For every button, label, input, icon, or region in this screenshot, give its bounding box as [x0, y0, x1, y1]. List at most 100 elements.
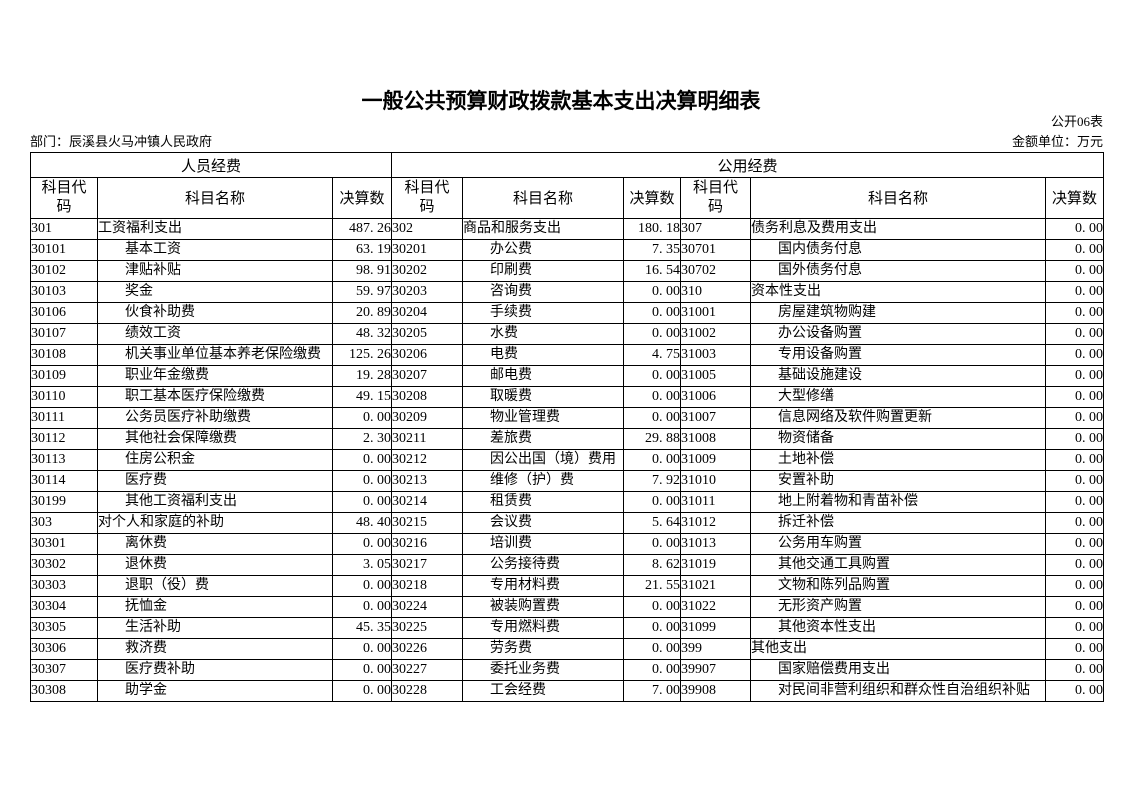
code-cell: 31013 — [680, 532, 752, 555]
value-cell: 21. 55 — [623, 574, 682, 597]
column-header-row: 科目代码 科目名称 决算数 科目代码 科目名称 决算数 科目代码 科目名称 决算… — [30, 177, 1105, 219]
code-cell: 307 — [680, 217, 752, 240]
table-row: 30199 其他工资福利支出 0. 00 30214 租赁费 0. 00 31011 地上附着… — [30, 490, 1105, 513]
name-cell: 离休费 — [97, 532, 333, 555]
value-cell: 0. 00 — [1045, 490, 1105, 513]
name-cell: 专用材料费 — [462, 574, 625, 597]
value-cell: 3. 05 — [331, 553, 393, 576]
code-cell: 31006 — [680, 385, 752, 408]
code-cell: 30224 — [391, 595, 464, 618]
value-cell: 0. 00 — [623, 364, 682, 387]
table-row: 30108 机关事业单位基本养老保险缴费 125. 26 30206 电费 4. 75 31… — [30, 343, 1105, 366]
value-cell: 0. 00 — [623, 658, 682, 681]
name-cell: 委托业务费 — [462, 658, 625, 681]
code-cell: 30218 — [391, 574, 464, 597]
value-cell: 0. 00 — [623, 301, 682, 324]
code-cell: 30208 — [391, 385, 464, 408]
name-cell: 因公出国（境）费用 — [462, 448, 625, 471]
value-cell: 16. 54 — [623, 259, 682, 282]
value-cell: 487. 26 — [331, 217, 393, 240]
col-header-code: 科目代码 — [391, 177, 464, 219]
code-cell: 30199 — [30, 490, 98, 513]
value-cell: 5. 64 — [623, 511, 682, 534]
value-cell: 7. 35 — [623, 238, 682, 261]
value-cell: 0. 00 — [1045, 448, 1105, 471]
code-cell: 31007 — [680, 406, 752, 429]
name-cell: 文物和陈列品购置 — [750, 574, 1047, 597]
name-cell: 土地补偿 — [750, 448, 1047, 471]
code-cell: 30203 — [391, 280, 464, 303]
name-cell: 劳务费 — [462, 637, 625, 660]
code-cell: 30215 — [391, 511, 464, 534]
code-cell: 301 — [30, 217, 98, 240]
code-cell: 30305 — [30, 616, 98, 639]
name-cell: 对个人和家庭的补助 — [97, 511, 333, 534]
code-cell: 30112 — [30, 427, 98, 450]
value-cell: 48. 40 — [331, 511, 393, 534]
value-cell: 0. 00 — [331, 658, 393, 681]
name-cell: 差旅费 — [462, 427, 625, 450]
value-cell: 0. 00 — [623, 385, 682, 408]
table-row: 30103 奖金 59. 97 30203 咨询费 0. 00 310 资本性支出 0. 00 — [30, 280, 1105, 303]
name-cell: 商品和服务支出 — [462, 217, 625, 240]
code-cell: 30206 — [391, 343, 464, 366]
table-row: 30112 其他社会保障缴费 2. 30 30211 差旅费 29. 88 31008 物资储… — [30, 427, 1105, 450]
code-cell: 303 — [30, 511, 98, 534]
value-cell: 0. 00 — [1045, 532, 1105, 555]
col-header-code: 科目代码 — [680, 177, 752, 219]
name-cell: 被装购置费 — [462, 595, 625, 618]
col-header-code-label: 科目代码 — [404, 180, 450, 215]
value-cell: 0. 00 — [331, 574, 393, 597]
table-row: 30307 医疗费补助 0. 00 30227 委托业务费 0. 00 39907 国家赔偿费… — [30, 658, 1105, 681]
value-cell: 0. 00 — [1045, 364, 1105, 387]
code-cell: 30114 — [30, 469, 98, 492]
code-cell: 31022 — [680, 595, 752, 618]
table-row: 30101 基本工资 63. 19 30201 办公费 7. 35 30701 国内债务付息 0… — [30, 238, 1105, 261]
code-cell: 31010 — [680, 469, 752, 492]
code-cell: 30226 — [391, 637, 464, 660]
value-cell: 0. 00 — [331, 679, 393, 702]
name-cell: 国外债务付息 — [750, 259, 1047, 282]
amount-unit-label: 金额单位：万元 — [1011, 134, 1103, 149]
code-cell: 30205 — [391, 322, 464, 345]
name-cell: 手续费 — [462, 301, 625, 324]
name-cell: 其他社会保障缴费 — [97, 427, 333, 450]
name-cell: 会议费 — [462, 511, 625, 534]
code-cell: 30101 — [30, 238, 98, 261]
value-cell: 49. 15 — [331, 385, 393, 408]
name-cell: 住房公积金 — [97, 448, 333, 471]
value-cell: 2. 30 — [331, 427, 393, 450]
code-cell: 30225 — [391, 616, 464, 639]
code-cell: 302 — [391, 217, 464, 240]
value-cell: 125. 26 — [331, 343, 393, 366]
name-cell: 其他交通工具购置 — [750, 553, 1047, 576]
group-header-row: 人员经费 公用经费 — [29, 152, 1105, 178]
code-cell: 30113 — [30, 448, 98, 471]
code-cell: 31099 — [680, 616, 752, 639]
code-cell: 30211 — [391, 427, 464, 450]
name-cell: 印刷费 — [462, 259, 625, 282]
value-cell: 0. 00 — [623, 595, 682, 618]
code-cell: 31003 — [680, 343, 752, 366]
name-cell: 公务用车购置 — [750, 532, 1047, 555]
code-cell: 30302 — [30, 553, 98, 576]
table-row: 30113 住房公积金 0. 00 30212 因公出国（境）费用 0. 00 31009 土… — [30, 448, 1105, 471]
page-title: 一般公共预算财政拨款基本支出决算明细表 — [361, 89, 761, 113]
name-cell: 基础设施建设 — [750, 364, 1047, 387]
value-cell: 0. 00 — [1045, 616, 1105, 639]
code-cell: 39908 — [680, 679, 752, 702]
code-cell: 30107 — [30, 322, 98, 345]
name-cell: 地上附着物和青苗补偿 — [750, 490, 1047, 513]
code-cell: 30110 — [30, 385, 98, 408]
name-cell: 公务接待费 — [462, 553, 625, 576]
name-cell: 拆迁补偿 — [750, 511, 1047, 534]
value-cell: 0. 00 — [1045, 511, 1105, 534]
code-cell: 31012 — [680, 511, 752, 534]
value-cell: 0. 00 — [623, 280, 682, 303]
name-cell: 租赁费 — [462, 490, 625, 513]
name-cell: 办公设备购置 — [750, 322, 1047, 345]
code-cell: 30701 — [680, 238, 752, 261]
table-row: 301 工资福利支出 487. 26 302 商品和服务支出 180. 18 307 债务利息… — [30, 217, 1105, 240]
value-cell: 0. 00 — [331, 595, 393, 618]
